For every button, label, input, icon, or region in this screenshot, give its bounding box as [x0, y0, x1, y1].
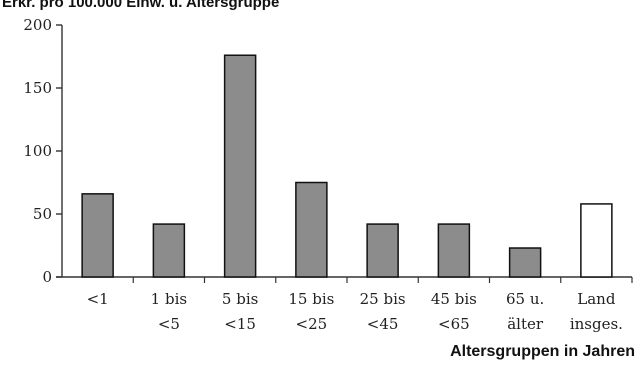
x-tick-label: 5 bis	[222, 290, 258, 308]
y-tick-label: 200	[23, 16, 52, 34]
y-tick-label: 100	[23, 142, 52, 160]
bar	[152, 223, 186, 278]
x-tick-label: Land	[577, 290, 616, 308]
x-tick-label: 15 bis	[288, 290, 334, 308]
x-tick-label: 65 u.	[506, 290, 544, 308]
y-tick-label: 150	[23, 79, 52, 97]
y-tick-label: 0	[42, 268, 52, 286]
x-axis-label: Altersgruppen in Jahren	[450, 343, 635, 360]
y-axis-label: Erkr. pro 100.000 Einw. u. Altersgruppe	[2, 0, 280, 11]
x-tick-label: <65	[438, 315, 470, 333]
bar	[508, 247, 542, 278]
x-tick-label: insges.	[570, 315, 623, 333]
x-tick-label: 25 bis	[360, 290, 406, 308]
x-tick-label: <25	[296, 315, 328, 333]
x-tick-label: <45	[367, 315, 399, 333]
bar	[295, 181, 328, 278]
x-tick-label: <5	[158, 315, 180, 333]
x-tick-label: <1	[87, 290, 109, 308]
bar	[580, 203, 613, 278]
x-tick-label: <15	[224, 315, 256, 333]
x-tick-label: 45 bis	[431, 290, 477, 308]
bar	[437, 223, 471, 278]
bar	[223, 54, 257, 278]
bar	[81, 193, 114, 278]
x-tick-label: 1 bis	[151, 290, 187, 308]
bar	[366, 223, 399, 278]
x-tick-label: älter	[507, 315, 544, 333]
y-tick-label: 50	[33, 205, 52, 223]
